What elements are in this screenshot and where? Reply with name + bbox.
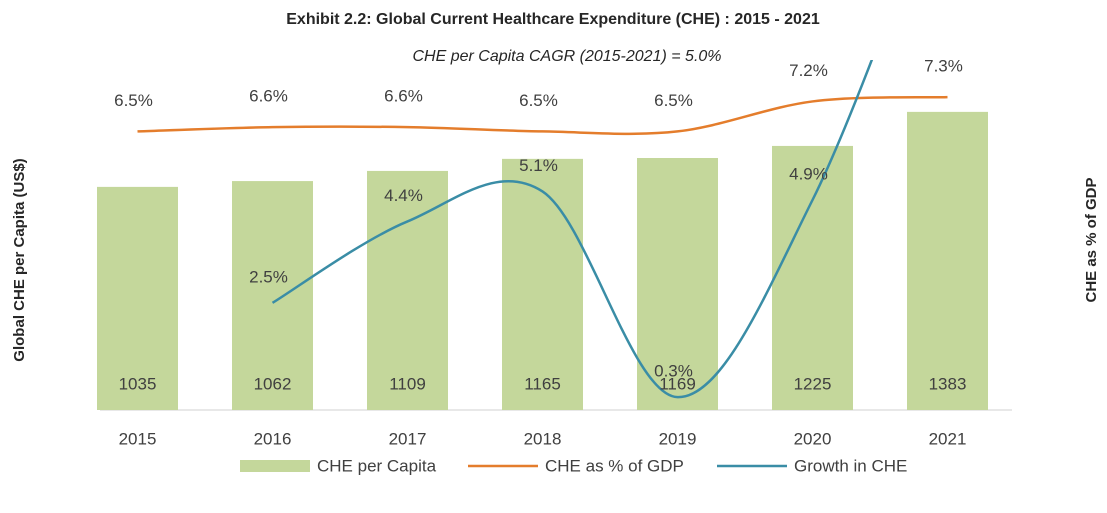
line — [271, 60, 874, 399]
line-value-label: 0.3% — [654, 362, 693, 381]
x-tick-label: 2019 — [659, 429, 697, 448]
plot-area — [97, 60, 988, 411]
bar-value-label: 1165 — [524, 374, 561, 393]
bar-value-label: 1225 — [794, 374, 832, 393]
line-value-label: 6.5% — [114, 91, 153, 110]
line-value-label: 7.3% — [924, 57, 963, 76]
line-value-label: 2.5% — [249, 267, 288, 286]
bar — [907, 111, 988, 411]
line-value-label: 5.1% — [519, 156, 558, 175]
line — [137, 95, 948, 136]
legend-label: Growth in CHE — [794, 456, 907, 475]
x-tick-label: 2017 — [389, 429, 427, 448]
chart-title: Exhibit 2.2: Global Current Healthcare E… — [286, 11, 820, 28]
legend-swatch — [240, 460, 310, 472]
x-tick-label: 2020 — [794, 429, 832, 448]
bar — [502, 158, 583, 410]
x-tick-label: 2015 — [119, 429, 157, 448]
legend-label: CHE per Capita — [317, 456, 437, 475]
chart-subtitle: CHE per Capita CAGR (2015-2021) = 5.0% — [412, 48, 721, 65]
bar-value-label: 1109 — [389, 374, 426, 393]
x-tick-label: 2021 — [929, 429, 967, 448]
y-axis-title: Global CHE per Capita (US$) — [11, 158, 28, 361]
bar-value-label: 1169 — [659, 374, 696, 393]
x-tick-label: 2016 — [254, 429, 292, 448]
legend-label: CHE as % of GDP — [545, 456, 684, 475]
bar — [772, 145, 853, 410]
y2-axis-title: CHE as % of GDP — [1083, 177, 1100, 302]
bar — [97, 186, 178, 410]
line-value-label: 6.5% — [519, 91, 558, 110]
bar-value-label: 1035 — [119, 374, 157, 393]
bar — [367, 170, 448, 410]
bar — [232, 181, 313, 410]
line-value-label: 6.6% — [249, 87, 288, 106]
bar-value-label: 1062 — [254, 374, 292, 393]
line-value-label: 4.4% — [384, 186, 423, 205]
x-tick-label: 2018 — [524, 429, 562, 448]
bar-value-label: 1383 — [929, 374, 967, 393]
bar — [637, 158, 718, 410]
line-value-label: 7.2% — [789, 61, 828, 80]
line-value-label: 6.5% — [654, 91, 693, 110]
line-value-label: 6.6% — [384, 87, 423, 106]
line-value-label: 4.9% — [789, 164, 828, 183]
